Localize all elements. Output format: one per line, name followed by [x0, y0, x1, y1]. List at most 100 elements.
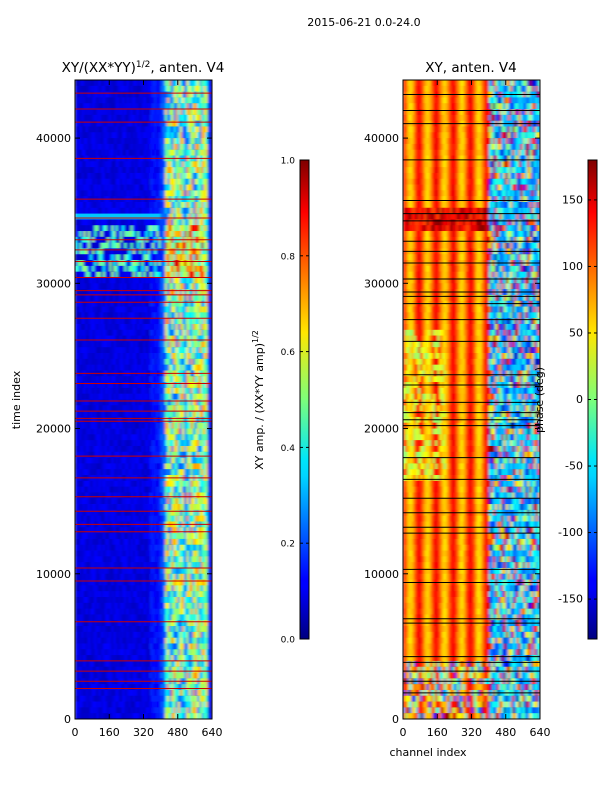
amplitude-cell	[147, 213, 151, 220]
amplitude-cell	[102, 231, 106, 238]
amplitude-cell	[126, 411, 129, 418]
amplitude-cell	[199, 341, 202, 348]
amplitude-cell	[147, 527, 151, 534]
amplitude-cell	[141, 201, 144, 209]
amplitude-cell	[124, 109, 127, 116]
amplitude-cell	[167, 498, 170, 505]
amplitude-cell	[77, 457, 80, 464]
amplitude-cell	[162, 161, 166, 168]
amplitude-cell	[139, 242, 142, 249]
amplitude-cell	[188, 434, 191, 441]
amplitude-cell	[186, 114, 189, 122]
amplitude-cell	[158, 231, 162, 238]
amplitude-cell	[79, 318, 82, 325]
amplitude-cell	[83, 161, 87, 168]
amplitude-cell	[145, 80, 149, 87]
amplitude-cell	[171, 103, 174, 110]
amplitude-cell	[130, 387, 134, 395]
amplitude-cell	[100, 138, 104, 145]
amplitude-cell	[188, 254, 191, 261]
amplitude-cell	[104, 411, 108, 418]
amplitude-cell	[132, 132, 136, 139]
amplitude-cell	[96, 399, 99, 406]
amplitude-cell	[149, 498, 153, 505]
amplitude-cell	[160, 242, 164, 249]
amplitude-cell	[175, 376, 179, 383]
amplitude-cell	[134, 486, 138, 493]
amplitude-cell	[94, 178, 97, 185]
amplitude-cell	[94, 242, 97, 249]
amplitude-cell	[89, 190, 93, 197]
amplitude-cell	[152, 312, 155, 319]
amplitude-cell	[145, 294, 149, 302]
amplitude-cell	[107, 132, 110, 139]
amplitude-cell	[156, 527, 159, 534]
amplitude-cell	[113, 242, 117, 249]
amplitude-cell	[98, 231, 102, 238]
amplitude-cell	[158, 353, 162, 360]
amplitude-cell	[102, 399, 106, 406]
amplitude-cell	[201, 254, 204, 261]
amplitude-cell	[145, 109, 149, 116]
amplitude-cell	[188, 463, 191, 470]
amplitude-cell	[81, 248, 84, 255]
amplitude-cell	[137, 440, 140, 447]
amplitude-cell	[143, 283, 147, 290]
amplitude-cell	[81, 387, 84, 395]
amplitude-cell	[169, 440, 172, 447]
amplitude-cell	[154, 416, 157, 424]
amplitude-cell	[124, 248, 127, 255]
amplitude-cell	[124, 85, 127, 93]
amplitude-cell	[94, 440, 97, 447]
amplitude-cell	[207, 219, 211, 226]
amplitude-cell	[184, 509, 187, 517]
amplitude-cell	[139, 399, 142, 406]
amplitude-cell	[113, 382, 117, 389]
amplitude-cell	[173, 167, 177, 174]
amplitude-cell	[115, 411, 119, 418]
amplitude-cell	[139, 126, 142, 133]
amplitude-cell	[169, 306, 172, 313]
amplitude-cell	[158, 120, 162, 127]
amplitude-cell	[197, 184, 200, 191]
amplitude-cell	[85, 504, 89, 511]
amplitude-cell	[75, 382, 78, 389]
amplitude-cell	[111, 242, 114, 249]
amplitude-cell	[102, 515, 106, 522]
amplitude-cell	[199, 265, 202, 273]
amplitude-cell	[98, 318, 102, 325]
amplitude-cell	[171, 97, 174, 104]
amplitude-cell	[137, 225, 140, 232]
amplitude-cell	[128, 411, 132, 418]
amplitude-cell	[122, 364, 125, 371]
amplitude-cell	[134, 364, 138, 371]
amplitude-cell	[122, 329, 125, 336]
amplitude-cell	[192, 329, 196, 336]
amplitude-cell	[147, 201, 151, 209]
amplitude-cell	[107, 271, 110, 278]
amplitude-cell	[197, 172, 200, 180]
amplitude-cell	[107, 265, 110, 273]
amplitude-cell	[117, 353, 121, 360]
amplitude-cell	[104, 347, 108, 354]
amplitude-cell	[79, 120, 82, 127]
amplitude-cell	[102, 498, 106, 505]
amplitude-cell	[128, 149, 132, 156]
amplitude-cell	[171, 231, 174, 238]
amplitude-cell	[141, 97, 144, 104]
amplitude-cell	[134, 382, 138, 389]
amplitude-cell	[177, 335, 181, 342]
amplitude-cell	[94, 411, 97, 418]
amplitude-cell	[186, 201, 189, 209]
amplitude-cell	[98, 91, 102, 98]
amplitude-cell	[143, 80, 147, 87]
amplitude-cell	[145, 347, 149, 354]
amplitude-cell	[134, 515, 138, 522]
amplitude-cell	[96, 440, 99, 447]
amplitude-cell	[192, 335, 196, 342]
amplitude-cell	[156, 335, 159, 342]
amplitude-cell	[205, 265, 209, 273]
amplitude-cell	[109, 486, 112, 493]
amplitude-cell	[119, 411, 123, 418]
amplitude-cell	[184, 120, 187, 127]
